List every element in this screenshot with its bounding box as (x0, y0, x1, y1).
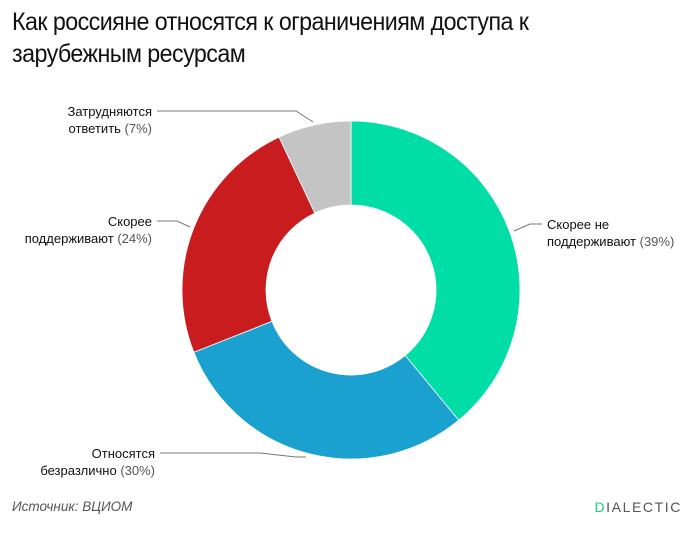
source-note: Источник: ВЦИОМ (12, 499, 133, 514)
label-hard-to-say: Затрудняются ответить (7%) (40, 103, 152, 137)
donut-slice (193, 320, 460, 460)
label-rather-support-pct: (24%) (117, 231, 152, 246)
label-hard-to-say-line2: ответить (68, 121, 121, 136)
donut-slice (278, 120, 352, 214)
label-rather-support: Скорее поддерживают (24%) (10, 213, 152, 247)
leader-line-hard-to-say (157, 110, 314, 123)
leader-lines (157, 110, 542, 458)
leader-line-indifferent (160, 452, 306, 458)
leader-line-rather-support (157, 220, 191, 228)
label-rather-support-line1: Скорее (107, 214, 152, 229)
leader-line-rather-not-support (513, 223, 542, 232)
label-rather-not-support-pct: (39%) (639, 234, 675, 249)
donut-slice (350, 120, 521, 421)
label-indifferent-line1: Относятся (91, 446, 155, 461)
label-rather-support-line2: поддерживают (24, 231, 114, 246)
chart-title: Как россияне относятся к ограничениям до… (12, 8, 529, 68)
label-indifferent-pct: (30%) (120, 463, 155, 478)
donut-slices (181, 120, 521, 460)
label-rather-not-support-line2: поддерживают (547, 234, 636, 249)
brand-logo-text: IALECTIC (606, 499, 682, 515)
label-rather-not-support: Скорее не поддерживают (39%) (547, 216, 697, 250)
label-indifferent: Относятся безразлично (30%) (10, 445, 155, 479)
label-indifferent-line2: безразлично (40, 463, 117, 478)
label-hard-to-say-pct: (7%) (124, 121, 152, 136)
label-hard-to-say-line1: Затрудняются (67, 104, 152, 119)
label-rather-not-support-line1: Скорее не (547, 217, 610, 232)
donut-slice (181, 136, 316, 353)
brand-logo: DIALECTIC (594, 499, 682, 515)
brand-logo-accent: D (594, 499, 607, 515)
